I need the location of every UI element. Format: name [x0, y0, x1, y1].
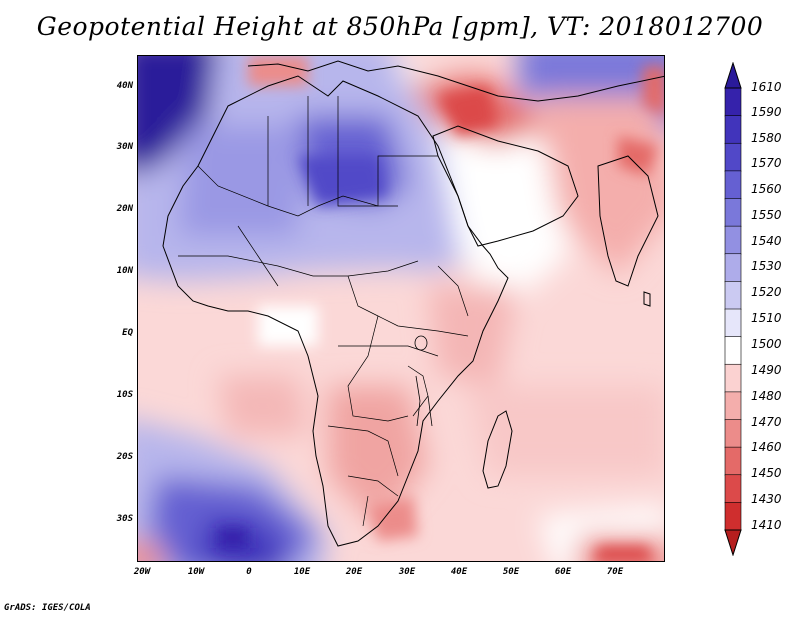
map-plot	[137, 55, 665, 562]
colorbar-swatch	[724, 446, 742, 476]
lakes	[414, 335, 433, 427]
colorbar-swatch	[724, 336, 742, 366]
colorbar-label-1430: 1430	[751, 492, 782, 506]
colorbar-label-1410: 1410	[751, 518, 782, 532]
colorbar-label-1610: 1610	[751, 80, 782, 94]
colorbar-swatch	[724, 253, 742, 283]
colorbar-label-1550: 1550	[751, 208, 782, 222]
map-svg	[138, 56, 664, 561]
colorbar-label-1540: 1540	[751, 234, 782, 248]
lon-label-20e: 20E	[345, 567, 363, 577]
map-title: Geopotential Height at 850hPa [gpm], VT:…	[36, 12, 764, 41]
lon-label-30e: 30E	[398, 567, 416, 577]
lat-label-30s: 30S	[116, 514, 133, 524]
height-field-detail	[218, 56, 664, 561]
colorbar-swatch	[724, 87, 742, 117]
colorbar-swatch	[724, 308, 742, 338]
colorbar-label-1500: 1500	[751, 337, 782, 351]
colorbar-swatch	[724, 391, 742, 421]
coastlines	[162, 60, 664, 547]
colorbar-swatch	[724, 419, 742, 448]
lon-label-0: 0	[246, 567, 252, 577]
lat-label-40n: 40N	[116, 81, 133, 91]
colorbar-swatch	[724, 115, 742, 145]
lon-label-60e: 60E	[554, 567, 572, 577]
colorbar-label-1490: 1490	[751, 363, 782, 377]
lon-label-50e: 50E	[502, 567, 520, 577]
lat-label-20s: 20S	[116, 452, 133, 462]
colorbar-label-1470: 1470	[751, 415, 782, 429]
colorbar-label-1570: 1570	[751, 156, 782, 170]
colorbar-swatch	[724, 502, 742, 531]
colorbar-label-1510: 1510	[751, 311, 782, 325]
colorbar-swatch	[724, 142, 742, 172]
colorbar-label-1590: 1590	[751, 105, 782, 119]
footer-credit: GrADS: IGES/COLA	[4, 603, 91, 613]
colorbar-label-1460: 1460	[751, 440, 782, 454]
lat-label-20n: 20N	[116, 204, 133, 214]
colorbar-label-1480: 1480	[751, 389, 782, 403]
colorbar-swatch	[724, 474, 742, 504]
lon-label-40e: 40E	[450, 567, 468, 577]
colorbar-label-1520: 1520	[751, 285, 782, 299]
colorbar-swatch	[724, 170, 742, 200]
lon-label-70e: 70E	[606, 567, 624, 577]
colorbar-segments	[724, 87, 742, 531]
colorbar-label-1580: 1580	[751, 131, 782, 145]
lat-label-10n: 10N	[116, 266, 133, 276]
country-borders	[178, 96, 469, 527]
colorbar-label-1560: 1560	[751, 182, 782, 196]
lat-label-30n: 30N	[116, 142, 133, 152]
lon-label-20w: 20W	[133, 567, 151, 577]
colorbar-swatch	[724, 198, 742, 227]
colorbar-label-1530: 1530	[751, 259, 782, 273]
lon-label-10e: 10E	[293, 567, 311, 577]
lat-label-10s: 10S	[116, 390, 133, 400]
lon-label-10w: 10W	[187, 567, 205, 577]
colorbar	[724, 62, 742, 556]
colorbar-swatch	[724, 281, 742, 310]
colorbar-top-arrow	[724, 62, 742, 89]
colorbar-swatch	[724, 225, 742, 255]
lat-label-eq: EQ	[122, 328, 133, 338]
colorbar-label-1450: 1450	[751, 466, 782, 480]
colorbar-bottom-arrow	[724, 529, 742, 556]
colorbar-swatch	[724, 363, 742, 393]
